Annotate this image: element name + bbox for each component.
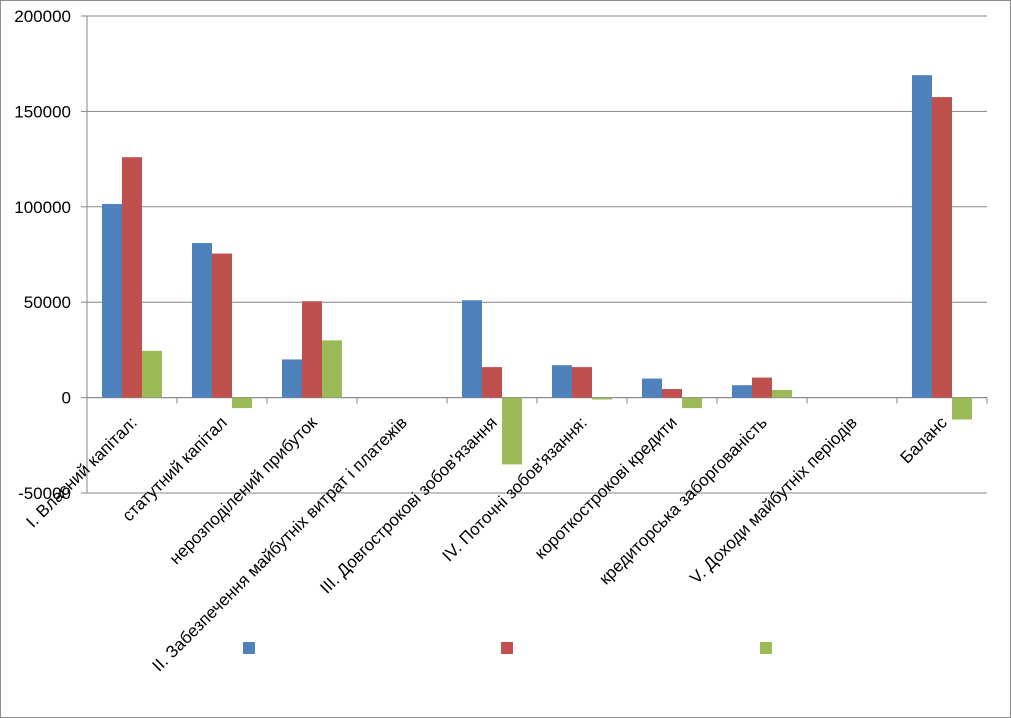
bar-series-1-cat-7 xyxy=(642,378,662,398)
bar-series-3-cat-10 xyxy=(952,397,972,420)
x-category-label: кредиторська заборгованість xyxy=(595,413,770,588)
bar-series-1-cat-1 xyxy=(102,203,122,398)
bar-series-2-cat-3 xyxy=(302,301,322,398)
bar-series-2-cat-8 xyxy=(752,377,772,398)
y-tick-label: 0 xyxy=(62,389,71,408)
x-axis-category-labels: І. Власний капітал:статутний капіталнеро… xyxy=(22,413,951,676)
bar-series-1-cat-6 xyxy=(552,365,572,398)
legend xyxy=(243,642,772,654)
y-tick-label: 50000 xyxy=(24,293,71,312)
bar-series-3-cat-2 xyxy=(232,397,252,409)
bar-series-2-cat-10 xyxy=(932,97,952,398)
bar-series-3-cat-6 xyxy=(592,397,612,400)
legend-swatch-series-1 xyxy=(243,642,255,654)
bar-series-1-cat-5 xyxy=(462,300,482,398)
bar-series-3-cat-3 xyxy=(322,340,342,398)
y-tick-label: -50000 xyxy=(18,484,71,503)
x-category-label: короткострокові кредити xyxy=(531,413,681,563)
y-tick-label: 200000 xyxy=(14,7,71,26)
bar-series-1-cat-8 xyxy=(732,385,752,398)
y-tick-label: 150000 xyxy=(14,102,71,121)
bar-series-2-cat-1 xyxy=(122,157,142,398)
bars xyxy=(102,75,972,465)
bar-series-2-cat-7 xyxy=(662,389,682,398)
y-tick-label: 100000 xyxy=(14,198,71,217)
bar-series-3-cat-1 xyxy=(142,350,162,398)
x-category-label: V. Доходи майбутніх періодів xyxy=(686,413,861,588)
legend-swatch-series-2 xyxy=(501,642,513,654)
legend-swatch-series-3 xyxy=(760,642,772,654)
bar-series-3-cat-7 xyxy=(682,397,702,409)
bar-series-1-cat-2 xyxy=(192,243,212,398)
bar-series-2-cat-2 xyxy=(212,253,232,398)
bar-series-2-cat-6 xyxy=(572,367,592,398)
y-axis-tick-labels: -50000 0 50000 100000 150000 200000 xyxy=(14,7,71,503)
bar-series-1-cat-3 xyxy=(282,359,302,398)
bar-series-3-cat-5 xyxy=(502,397,522,465)
x-category-label: нерозподілений прибуток xyxy=(166,413,321,568)
bar-series-3-cat-8 xyxy=(772,389,792,398)
x-category-label: Баланс xyxy=(896,413,951,468)
bar-series-1-cat-10 xyxy=(912,75,932,398)
bar-series-2-cat-5 xyxy=(482,367,502,398)
x-category-label: ІІІ. Довгострокові зобов'язання xyxy=(316,413,500,597)
